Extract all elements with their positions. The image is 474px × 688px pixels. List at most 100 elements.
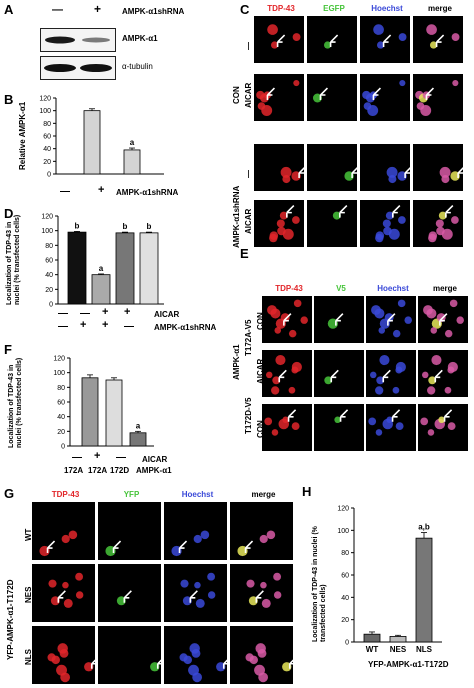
panel-d-annotation-3: b: [123, 222, 128, 231]
panel-d-bar-chart: 0 20 40 60 80 100 120 b a b b: [41, 214, 164, 308]
panel-c-nucleus-r1-c2-2: [323, 41, 332, 49]
panel-h-letter: H: [302, 484, 312, 499]
panel-f-r2-v2: 172A: [88, 466, 108, 475]
panel-e-nucleus-r1-c3-8: [397, 299, 406, 308]
panel-c-nucleus-r4-c4-5: [438, 211, 447, 220]
panel-c-arrow-r3-c3: [404, 167, 410, 179]
panel-e-micrograph-r3-c3: [366, 404, 416, 451]
panel-a-sign-2: +: [94, 2, 102, 16]
panel-c-nucleus-r4-c3-7: [388, 228, 400, 240]
panel-e-nucleus-r2-c1-7: [272, 376, 281, 385]
panel-c-arrow-r1-c2: [329, 34, 339, 48]
panel-e-nucleus-r1-c1-6: [280, 313, 290, 323]
panel-g-arrow-r1-c1: [46, 540, 56, 554]
panel-e-nucleus-r2-c1-1: [275, 354, 286, 366]
panel-h-ytick-label-0: 0: [345, 640, 349, 647]
panel-g-arrow-r2-c4: [255, 590, 264, 603]
panel-c-micrograph-r3-c2: [307, 144, 357, 191]
panel-c-micrograph-r1-c4: [413, 16, 463, 63]
panel-f-ytick-label-120: 120: [53, 356, 65, 363]
panel-e-arrow-r1-c3: [387, 313, 396, 326]
panel-g-nucleus-r2-c3-4: [207, 591, 216, 599]
panel-e-micrograph-r1-c1: [262, 296, 312, 343]
panel-c-nucleus-r4-c4-3: [451, 216, 459, 224]
panel-c-micrograph-r4-c2: [307, 200, 357, 247]
panel-e-nucleus-r2-c1-5: [291, 366, 299, 374]
panel-g-nucleus-r2-c3-6: [180, 579, 189, 588]
panel-g-nucleus-r2-c4-3: [260, 581, 267, 589]
panel-g-nucleus-r2-c3-1: [207, 572, 216, 581]
panel-c-nucleus-r4-c3-5: [385, 211, 394, 220]
panel-c-arrow-r3-c1: [298, 167, 304, 179]
panel-e-arrow-r2-c4: [434, 369, 443, 383]
panel-g-arrow-r1-c4: [244, 540, 254, 554]
panel-e-arrow-r3-c3: [391, 409, 401, 422]
panel-g-micrograph-r3-c4: [230, 626, 293, 684]
panel-c-arrow-r2-c4: [425, 87, 435, 101]
panel-d-ytick-label-100: 100: [41, 228, 53, 235]
panel-f-annotation-3: a: [136, 421, 141, 430]
panel-b-bar-2: [123, 149, 141, 175]
panel-h-bar-2: [389, 636, 407, 643]
panel-d-r1-s4: +: [124, 306, 131, 318]
panel-g-nucleus-r2-c1-4: [75, 591, 84, 599]
panel-e-letter: E: [240, 246, 249, 261]
panel-g-nucleus-r1-c3-3: [193, 534, 202, 544]
panel-e-nucleus-r2-c1-3: [271, 386, 280, 395]
panel-f-bar-1: [81, 377, 99, 447]
panel-c-nucleus-r4-c4-2: [428, 233, 437, 243]
panel-c-nucleus-r2-c1-4: [261, 105, 273, 116]
panel-c-micrograph-r1-c3: [360, 16, 410, 63]
panel-f-bar-chart: 0 20 40 60 80 100 120 a: [53, 356, 154, 450]
panel-a-treatment-label: AMPK-α1shRNA: [122, 7, 185, 16]
panel-e-arrow-r2-c3: [382, 369, 391, 383]
panel-b-sign-2: +: [98, 184, 105, 196]
panel-g-nucleus-r1-c4-2: [266, 530, 276, 540]
panel-g-col-header-3: Hoechst: [181, 490, 214, 499]
panel-e-nucleus-r3-c4-3: [427, 429, 435, 436]
panel-g-nucleus-r3-c4-6: [254, 664, 265, 676]
panel-d-row2-label: AMPK-α1shRNA: [154, 323, 217, 332]
panel-e-nucleus-r2-c3-6: [392, 386, 400, 394]
panel-b-annotation-2: a: [130, 138, 135, 147]
panel-b-ytick-label-60: 60: [43, 134, 51, 141]
panel-e-nucleus-r2-c4-4: [421, 371, 429, 379]
panel-c-arrow-r4-c2: [339, 205, 348, 218]
panel-f-bar-2: [105, 379, 123, 447]
panel-c-nucleus-r3-c3-2: [388, 175, 397, 184]
panel-g-nucleus-r3-c1-4: [59, 648, 69, 658]
panel-e-nucleus-r2-c4-6: [444, 386, 452, 394]
panel-e-nucleus-r1-c1-3: [270, 308, 281, 319]
panel-c-group-shrna: AMPK-α1shRNA: [232, 185, 241, 248]
panel-e-nucleus-r2-c3-1: [379, 354, 390, 366]
blot-label-tubulin: α-tubulin: [122, 62, 153, 71]
panel-g-micrograph-r1-c3: [164, 502, 227, 560]
panel-c-arrow-r4-c4: [445, 205, 454, 218]
panel-c-nucleus-r3-c4-2: [441, 175, 450, 184]
panel-e-col-header-2: V5: [336, 284, 346, 293]
panel-g-col-header-1: TDP-43: [51, 490, 80, 499]
panel-g-nucleus-r3-c1-6: [56, 664, 67, 676]
panel-c-nucleus-r4-c1-2: [269, 233, 278, 243]
panel-c-nucleus-r4-c1-3: [292, 216, 300, 224]
panel-d-r2-s2: +: [80, 319, 87, 331]
panel-e-nucleus-r2-c3-3: [375, 386, 384, 395]
panel-g-nucleus-r1-c3-2: [200, 530, 210, 540]
panel-c-nucleus-r4-c1-5: [279, 211, 288, 220]
panel-d-r1-s1: —: [58, 308, 68, 319]
panel-g-micrograph-r2-c4: [230, 564, 293, 622]
panel-d-ytick-label-120: 120: [41, 214, 53, 221]
panel-b-xlabel: AMPK-α1shRNA: [116, 188, 179, 197]
panel-e-arrow-r1-c2: [335, 313, 344, 326]
panel-c-nucleus-r2-c3-3: [399, 79, 406, 87]
panel-g-nucleus-r3-c4-7: [245, 653, 254, 662]
panel-c-micrograph-r3-c1: [254, 144, 304, 191]
panel-c-micrograph-r3-c4: [413, 144, 463, 191]
panel-e-nucleus-r1-c4-7: [430, 327, 438, 334]
panel-g-nucleus-r3-c3-6: [188, 664, 199, 676]
panel-d-bar-1: [67, 231, 87, 305]
panel-c-arrow-r2-c2: [319, 87, 329, 101]
panel-e-micrograph-r2-c4: [418, 350, 468, 397]
panel-e-micrograph-r3-c4: [418, 404, 468, 451]
panel-g-arrow-r2-c1: [57, 590, 66, 603]
